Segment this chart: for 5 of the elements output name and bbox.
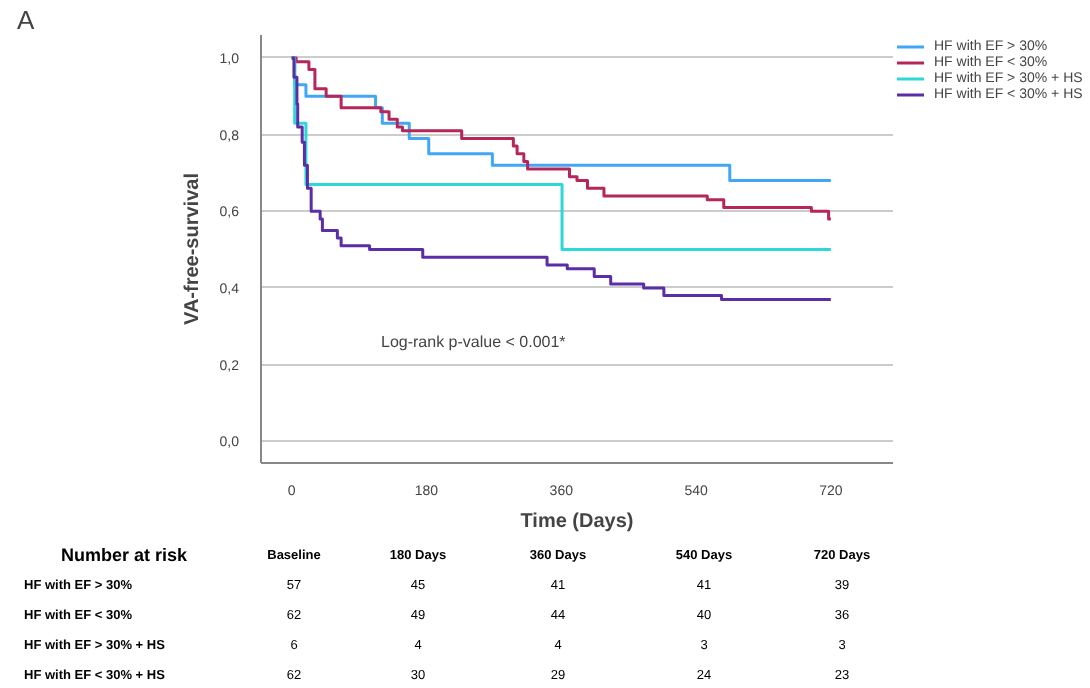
y-axis-title: VA-free-survival [181, 172, 204, 325]
text: A [17, 5, 35, 35]
x-axis-title: Time (Days) [520, 511, 634, 533]
text: Number at risk [60, 543, 188, 569]
annotation: Log-rank p-value < 0.001* [381, 333, 566, 351]
